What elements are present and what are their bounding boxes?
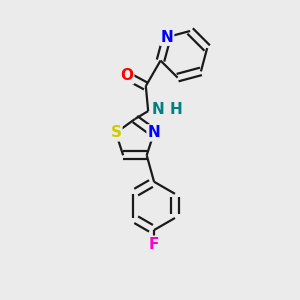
- Text: N: N: [160, 30, 173, 45]
- Text: N: N: [148, 125, 160, 140]
- Text: F: F: [149, 237, 159, 252]
- Text: O: O: [120, 68, 133, 83]
- Text: N: N: [152, 102, 165, 117]
- Text: H: H: [170, 102, 183, 117]
- Text: S: S: [110, 125, 122, 140]
